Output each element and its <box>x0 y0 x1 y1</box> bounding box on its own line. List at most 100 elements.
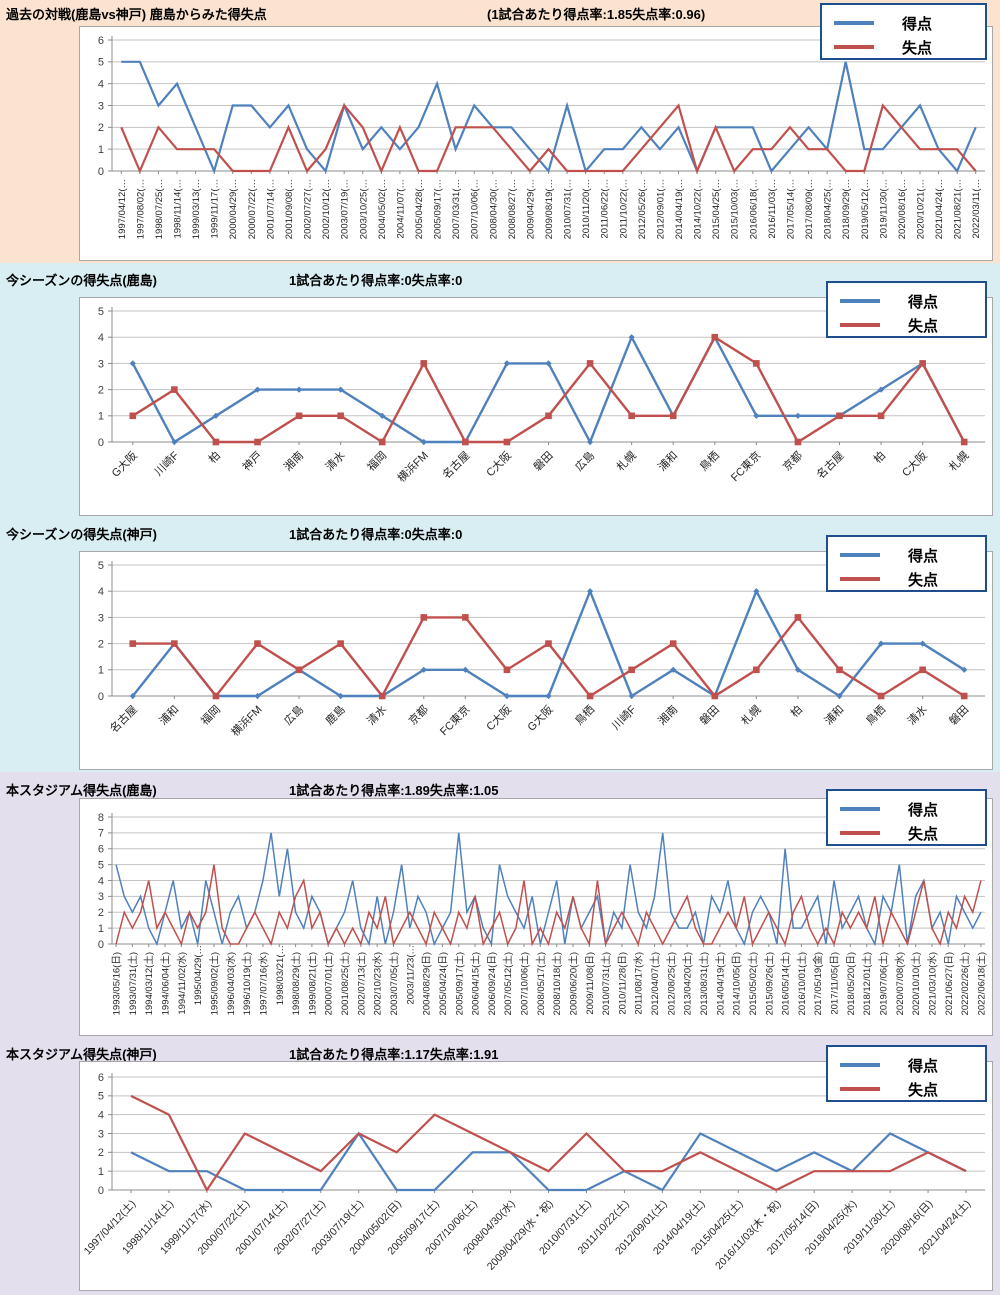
concede-legend-label: 失点 <box>908 1081 939 1099</box>
svg-text:G大阪: G大阪 <box>524 702 556 734</box>
svg-text:2009/04/29(…: 2009/04/29(… <box>525 179 536 239</box>
svg-text:1997/08/02(…: 1997/08/02(… <box>135 179 146 239</box>
svg-text:2021/04/24(…: 2021/04/24(… <box>934 179 945 239</box>
svg-text:1999/08/21(土): 1999/08/21(土) <box>306 952 318 1015</box>
svg-text:福岡: 福岡 <box>198 702 223 727</box>
svg-text:2: 2 <box>98 907 104 919</box>
svg-text:2021/03/10(水): 2021/03/10(水) <box>926 952 938 1015</box>
svg-text:2010/11/28(日): 2010/11/28(日) <box>617 952 628 1015</box>
svg-text:2018/12/01(土): 2018/12/01(土) <box>861 952 873 1015</box>
svg-text:2014/10/22(…: 2014/10/22(… <box>693 179 704 239</box>
svg-text:2016/05/14(土): 2016/05/14(土) <box>780 952 792 1015</box>
svg-text:2012/04/07(土): 2012/04/07(土) <box>649 952 661 1015</box>
svg-text:3: 3 <box>98 1128 104 1140</box>
svg-text:2010/07/31(土): 2010/07/31(土) <box>600 952 612 1015</box>
svg-text:6: 6 <box>98 1072 104 1084</box>
svg-text:川崎F: 川崎F <box>151 448 181 478</box>
chart2-title: 今シーズンの得失点(鹿島) <box>6 273 158 288</box>
svg-text:2010/11/20(…: 2010/11/20(… <box>581 179 592 239</box>
svg-text:2013/08/31(土): 2013/08/31(土) <box>698 952 710 1015</box>
svg-text:2017/08/09(…: 2017/08/09(… <box>804 179 815 239</box>
svg-text:2007/10/06(…: 2007/10/06(… <box>470 179 481 239</box>
concede-legend-label: 失点 <box>908 825 939 843</box>
svg-text:2002/07/13(土): 2002/07/13(土) <box>355 952 367 1015</box>
score-legend-label: 得点 <box>908 1057 939 1075</box>
svg-text:7: 7 <box>98 828 104 840</box>
svg-text:2001/08/25(土): 2001/08/25(土) <box>339 952 351 1015</box>
svg-text:1: 1 <box>98 411 104 423</box>
svg-text:柏: 柏 <box>871 448 889 466</box>
svg-text:鳥栖: 鳥栖 <box>572 702 597 727</box>
concede-legend-label: 失点 <box>908 317 939 335</box>
svg-text:1994/06/04(土): 1994/06/04(土) <box>160 952 172 1015</box>
svg-text:福岡: 福岡 <box>364 448 389 473</box>
svg-text:1995/04/29(…: 1995/04/29(… <box>193 945 204 1005</box>
svg-text:0: 0 <box>98 691 104 703</box>
svg-text:2003/11/23(…: 2003/11/23(… <box>405 945 416 1005</box>
svg-text:清水: 清水 <box>365 703 390 728</box>
svg-text:1993/07/31(土): 1993/07/31(土) <box>127 952 139 1015</box>
chart1-rate-label: (1試合あたり得点率:1.85失点率:0.96) <box>487 7 706 22</box>
score-legend-label: 得点 <box>908 801 939 819</box>
chart5-title: 本スタジアム得失点(神戸) <box>6 1047 157 1062</box>
svg-text:2015/05/02(土): 2015/05/02(土) <box>747 952 759 1015</box>
svg-text:札幌: 札幌 <box>613 448 638 473</box>
legend-row-concede: 失点 <box>834 35 975 59</box>
chart3-legend: 得点 失点 <box>826 535 987 592</box>
svg-text:湘南: 湘南 <box>281 448 306 473</box>
svg-text:2000/04/29(…: 2000/04/29(… <box>228 179 239 239</box>
svg-text:2015/09/26(土): 2015/09/26(土) <box>763 952 775 1015</box>
svg-text:2: 2 <box>98 384 104 396</box>
svg-text:2003/07/19(…: 2003/07/19(… <box>340 179 351 239</box>
chart1-legend: 得点 失点 <box>820 3 987 60</box>
svg-text:0: 0 <box>98 939 104 951</box>
svg-text:2009/04/29(水・祝): 2009/04/29(水・祝) <box>484 1197 556 1272</box>
svg-text:浦和: 浦和 <box>656 449 681 474</box>
svg-text:1996/04/03(水): 1996/04/03(水) <box>225 952 237 1015</box>
svg-text:広島: 広島 <box>281 702 306 727</box>
concede-legend-label: 失点 <box>902 39 933 57</box>
concede-legend-label: 失点 <box>908 571 939 589</box>
svg-text:名古屋: 名古屋 <box>439 448 472 481</box>
svg-text:2019/05/12(…: 2019/05/12(… <box>860 179 871 239</box>
svg-text:2005/09/17(…: 2005/09/17(… <box>433 179 444 239</box>
svg-text:2008/05/17(土): 2008/05/17(土) <box>535 952 547 1015</box>
svg-text:2007/10/06(土): 2007/10/06(土) <box>519 952 531 1015</box>
svg-text:1: 1 <box>98 665 104 677</box>
svg-text:5: 5 <box>98 859 104 871</box>
svg-text:3: 3 <box>98 358 104 370</box>
svg-text:柏: 柏 <box>787 702 805 720</box>
svg-text:2009/08/19(…: 2009/08/19(… <box>544 179 555 239</box>
chart3-rate-label: 1試合あたり得点率:0失点率:0 <box>289 527 463 542</box>
line-chart-svg: 0 1 2 3 4 5 6 1997/04/12(… 1997/08/02(… 1998/07/2… <box>98 35 985 239</box>
svg-text:2021/06/27(日): 2021/06/27(日) <box>944 952 955 1015</box>
score-line-swatch <box>840 1063 880 1067</box>
line-chart-svg: 012345G大阪 川崎F 柏神戸 湘南 清水 福岡 横浜FM 名古屋 C大阪 磐田 広島 札幌 浦和鳥… <box>98 306 985 485</box>
legend-row-concede: 失点 <box>840 567 975 591</box>
svg-text:札幌: 札幌 <box>946 448 971 473</box>
svg-text:1993/05/16(日): 1993/05/16(日) <box>112 952 123 1015</box>
svg-text:C大阪: C大阪 <box>899 448 930 479</box>
svg-text:1998/11/14(…: 1998/11/14(… <box>173 179 184 239</box>
svg-text:2014/04/19(…: 2014/04/19(… <box>674 179 685 239</box>
svg-text:2008/04/30(…: 2008/04/30(… <box>488 179 499 239</box>
svg-text:2019/07/06(土): 2019/07/06(土) <box>878 952 890 1015</box>
svg-text:5: 5 <box>98 1091 104 1103</box>
concede-line-swatch <box>840 323 880 327</box>
concede-line-swatch <box>840 831 880 835</box>
chart4-rate-label: 1試合あたり得点率:1.89失点率:1.05 <box>289 783 499 798</box>
svg-text:鹿島: 鹿島 <box>322 702 347 727</box>
svg-text:広島: 広島 <box>572 448 597 473</box>
svg-text:鳥栖: 鳥栖 <box>696 448 721 473</box>
svg-text:2011/06/22(…: 2011/06/22(… <box>600 179 611 239</box>
chart5-rate-label: 1試合あたり得点率:1.17失点率:1.91 <box>289 1047 499 1062</box>
svg-text:清水: 清水 <box>905 703 930 728</box>
svg-text:2020/08/16(…: 2020/08/16(… <box>897 179 908 239</box>
svg-text:2016/11/03(木・祝): 2016/11/03(木・祝) <box>712 1197 783 1272</box>
svg-text:2011/08/17(水): 2011/08/17(水) <box>633 952 645 1015</box>
chart4-title: 本スタジアム得失点(鹿島) <box>6 783 157 798</box>
svg-text:G大阪: G大阪 <box>108 448 140 480</box>
svg-text:2: 2 <box>98 638 104 650</box>
legend-row-concede: 失点 <box>840 821 975 845</box>
